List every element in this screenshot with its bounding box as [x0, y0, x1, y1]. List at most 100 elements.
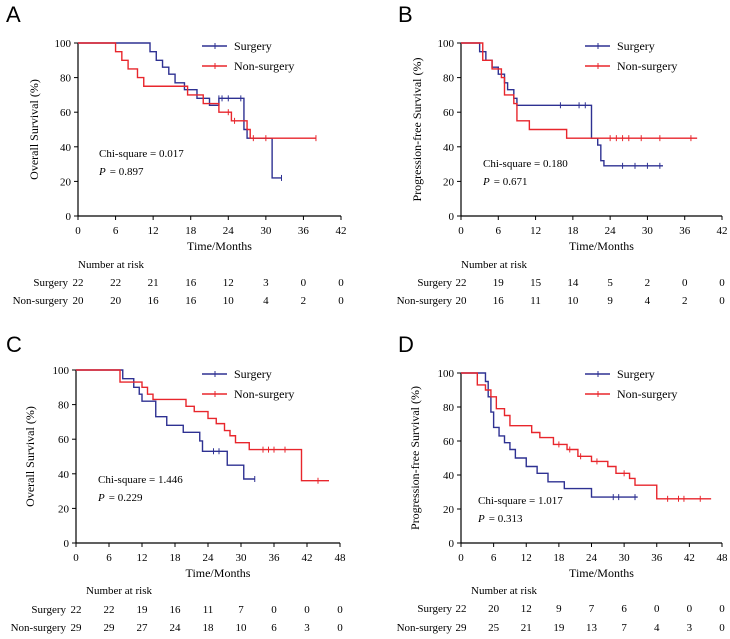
risk-value: 19 [493, 277, 505, 289]
risk-value: 22 [456, 603, 467, 615]
risk-value: 11 [203, 604, 214, 616]
risk-value: 0 [719, 277, 725, 289]
risk-value: 3 [687, 622, 693, 634]
x-tick-label: 12 [530, 225, 541, 237]
x-tick-label: 6 [113, 225, 119, 237]
x-tick-label: 12 [521, 552, 532, 564]
y-tick-label: 40 [60, 142, 72, 154]
y-tick-label: 100 [438, 38, 455, 50]
risk-value: 22 [456, 277, 467, 289]
p-value-number: = 0.897 [110, 166, 144, 178]
legend-label: Surgery [617, 367, 655, 381]
chi-square-stat: Chi-square = 0.017 [99, 148, 184, 160]
risk-row-label-surgery: Surgery [31, 604, 66, 616]
risk-value: 0 [687, 603, 693, 615]
y-axis-label: Progression-free Survival (%) [408, 386, 422, 530]
risk-value: 12 [521, 603, 532, 615]
y-axis-label: Progression-free Survival (%) [410, 58, 424, 202]
p-value-stat: P = 0.229 [97, 492, 143, 504]
x-tick-label: 0 [458, 225, 464, 237]
p-value-symbol: P [97, 492, 105, 504]
risk-value: 16 [185, 277, 197, 289]
x-tick-label: 18 [553, 552, 565, 564]
y-tick-label: 100 [438, 368, 455, 380]
risk-value: 6 [271, 622, 277, 634]
legend-label: Non-surgery [234, 387, 294, 401]
y-tick-label: 80 [443, 402, 455, 414]
risk-value: 21 [148, 277, 159, 289]
y-tick-label: 80 [58, 400, 70, 412]
x-axis-label: Time/Months [187, 239, 252, 253]
x-tick-label: 6 [496, 225, 502, 237]
risk-value: 0 [337, 604, 343, 616]
y-tick-label: 80 [443, 73, 455, 85]
risk-value: 10 [223, 295, 235, 307]
x-tick-label: 12 [137, 552, 148, 564]
km-curve-non-surgery [461, 372, 712, 500]
chi-square-stat: Chi-square = 0.180 [483, 158, 568, 170]
risk-value: 4 [654, 622, 660, 634]
y-tick-label: 20 [443, 176, 455, 188]
km-curve-surgery [78, 42, 282, 179]
risk-value: 20 [110, 295, 122, 307]
y-tick-label: 0 [449, 211, 455, 223]
km-curve-non-surgery [78, 42, 316, 139]
y-axis-label: Overall Survival (%) [27, 79, 41, 180]
risk-value: 0 [301, 277, 307, 289]
km-curve-non-surgery [76, 369, 329, 482]
panel-letter: D [398, 332, 414, 357]
risk-value: 19 [137, 604, 149, 616]
p-value-stat: P = 0.671 [482, 176, 527, 188]
x-tick-label: 12 [148, 225, 159, 237]
km-curve-non-surgery [461, 42, 698, 139]
legend-label: Surgery [617, 39, 655, 53]
risk-value: 25 [488, 622, 500, 634]
y-tick-label: 80 [60, 73, 72, 85]
risk-row-label-non-surgery: Non-surgery [11, 622, 67, 634]
risk-value: 6 [621, 603, 627, 615]
panel-letter: C [6, 332, 22, 357]
p-value-stat: P = 0.897 [98, 166, 144, 178]
risk-value: 29 [456, 622, 468, 634]
risk-value: 3 [263, 277, 269, 289]
risk-value: 7 [238, 604, 244, 616]
risk-value: 16 [170, 604, 182, 616]
risk-value: 0 [719, 295, 725, 307]
x-tick-label: 42 [302, 552, 313, 564]
y-axis-label: Overall Survival (%) [23, 406, 37, 507]
legend-label: Non-surgery [234, 59, 294, 73]
y-tick-label: 20 [60, 176, 72, 188]
risk-value: 13 [586, 622, 598, 634]
risk-value: 0 [304, 604, 310, 616]
x-tick-label: 36 [679, 225, 691, 237]
risk-value: 4 [263, 295, 269, 307]
p-value-number: = 0.671 [494, 176, 528, 188]
km-curve-surgery [461, 372, 638, 498]
risk-value: 0 [682, 277, 688, 289]
risk-value: 24 [170, 622, 182, 634]
risk-value: 21 [521, 622, 532, 634]
x-tick-label: 30 [236, 552, 248, 564]
x-axis-label: Time/Months [186, 566, 251, 580]
risk-value: 16 [493, 295, 505, 307]
x-tick-label: 24 [223, 225, 235, 237]
risk-row-label-non-surgery: Non-surgery [13, 295, 69, 307]
p-value-number: = 0.229 [109, 492, 143, 504]
x-tick-label: 36 [269, 552, 281, 564]
y-tick-label: 20 [58, 503, 70, 515]
risk-row-label-surgery: Surgery [33, 277, 68, 289]
risk-value: 11 [530, 295, 541, 307]
risk-value: 0 [654, 603, 660, 615]
p-value-symbol: P [482, 176, 490, 188]
risk-value: 2 [645, 277, 651, 289]
risk-table-title: Number at risk [86, 585, 152, 597]
risk-value: 4 [645, 295, 651, 307]
risk-value: 0 [337, 622, 343, 634]
risk-value: 3 [304, 622, 310, 634]
risk-value: 7 [621, 622, 627, 634]
x-tick-label: 30 [619, 552, 631, 564]
p-value-number: = 0.313 [489, 513, 523, 525]
